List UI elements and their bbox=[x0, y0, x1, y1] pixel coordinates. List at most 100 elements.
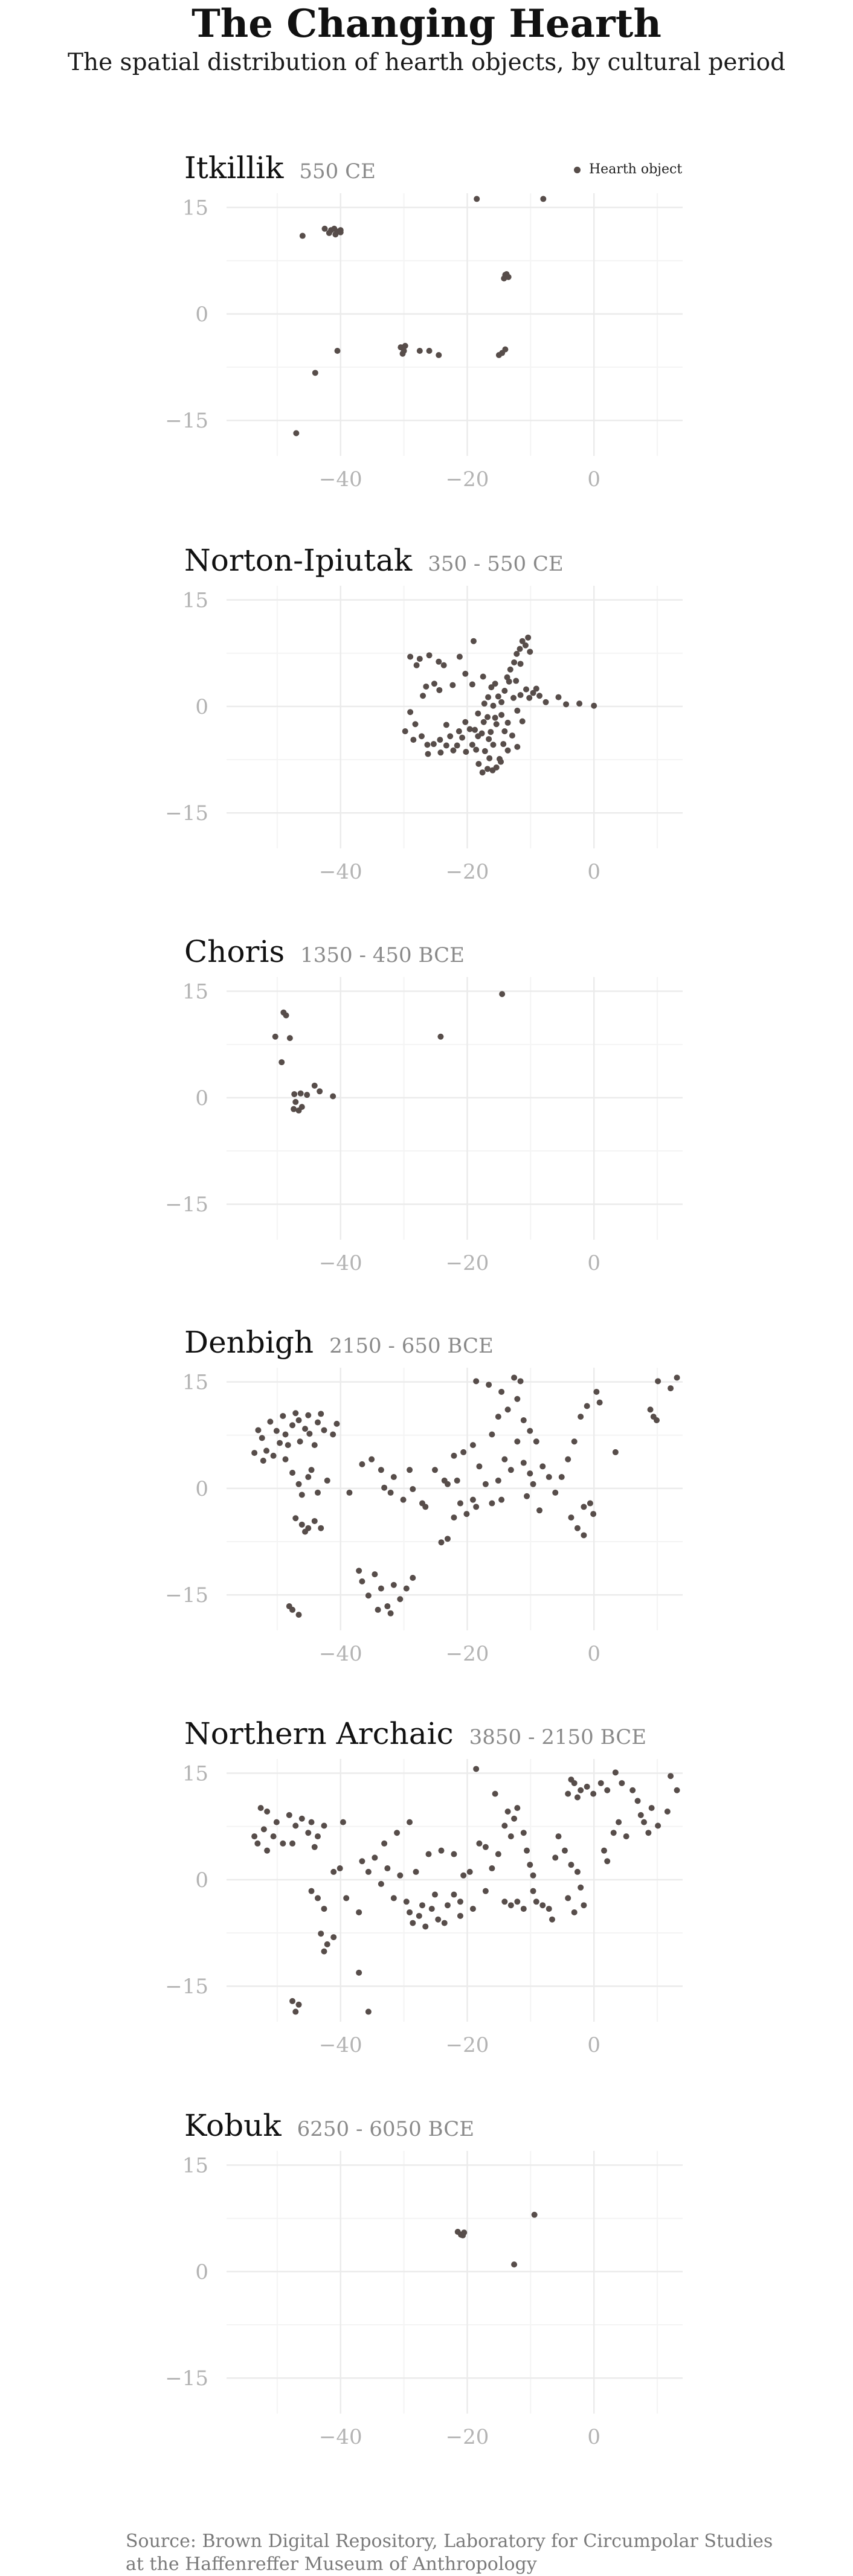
hearth-point bbox=[410, 737, 417, 743]
hearth-point bbox=[530, 1888, 536, 1894]
hearth-point bbox=[501, 1822, 508, 1829]
hearth-point bbox=[412, 721, 419, 728]
hearth-point bbox=[555, 694, 562, 700]
hearth-point bbox=[321, 225, 328, 232]
hearth-point bbox=[511, 1374, 518, 1381]
hearth-point bbox=[330, 1934, 337, 1941]
period-name: Itkillik bbox=[184, 150, 284, 185]
hearth-point bbox=[431, 1891, 438, 1898]
x-tick-label: 0 bbox=[587, 2033, 600, 2057]
period-dates: 6250 - 6050 BCE bbox=[297, 2117, 475, 2141]
y-tick-label: 0 bbox=[195, 303, 208, 327]
hearth-point bbox=[326, 229, 332, 236]
hearth-point bbox=[282, 1456, 289, 1463]
hearth-point bbox=[454, 742, 460, 749]
hearth-point bbox=[469, 1442, 476, 1449]
hearth-point bbox=[498, 1496, 505, 1503]
legend-label: Hearth object bbox=[589, 162, 683, 177]
hearth-point bbox=[486, 1382, 492, 1388]
x-tick-label: 0 bbox=[587, 860, 600, 884]
hearth-point bbox=[511, 2261, 518, 2268]
hearth-point bbox=[581, 1902, 587, 1909]
period-dates: 1350 - 450 BCE bbox=[300, 943, 465, 967]
hearth-point bbox=[444, 1536, 451, 1542]
hearth-point bbox=[440, 662, 447, 668]
hearth-point bbox=[514, 1395, 521, 1402]
hearth-point bbox=[291, 1106, 297, 1112]
hearth-point bbox=[425, 751, 431, 757]
hearth-point bbox=[574, 1794, 581, 1801]
hearth-point bbox=[384, 1865, 391, 1872]
hearth-point bbox=[410, 1920, 416, 1926]
hearth-point bbox=[489, 1865, 495, 1872]
hearth-point bbox=[267, 1418, 274, 1425]
hearth-point bbox=[466, 1868, 473, 1875]
hearth-point bbox=[302, 1528, 309, 1535]
hearth-point bbox=[490, 742, 497, 748]
hearth-point bbox=[470, 638, 477, 644]
hearth-point bbox=[517, 692, 524, 699]
hearth-point bbox=[378, 1585, 384, 1592]
hearth-point bbox=[514, 1438, 521, 1445]
hearth-point bbox=[425, 1851, 432, 1857]
hearth-point bbox=[469, 1496, 476, 1503]
hearth-point bbox=[297, 1090, 304, 1097]
x-tick-label: −40 bbox=[319, 2425, 362, 2449]
hearth-point bbox=[435, 1916, 442, 1923]
hearth-point bbox=[418, 733, 425, 740]
hearth-point bbox=[451, 1891, 457, 1898]
hearth-point bbox=[590, 1511, 597, 1517]
hearth-point bbox=[330, 1868, 337, 1875]
hearth-point bbox=[305, 1412, 312, 1418]
hearth-point bbox=[449, 682, 456, 688]
scatter-plot: −40 −20 0 −15 0 15 bbox=[165, 1759, 683, 2057]
panel-title: Kobuk 6250 - 6050 BCE bbox=[184, 2109, 474, 2150]
hearth-point bbox=[501, 1898, 508, 1905]
hearth-point bbox=[306, 1431, 313, 1437]
hearth-point bbox=[520, 1459, 527, 1466]
source-line-1: Source: Brown Digital Repository, Labora… bbox=[126, 2531, 773, 2552]
hearth-point bbox=[263, 1447, 270, 1454]
hearth-point bbox=[455, 728, 462, 735]
hearth-point bbox=[581, 1532, 587, 1539]
hearth-point bbox=[460, 1449, 467, 1455]
hearth-point bbox=[492, 714, 498, 721]
hearth-point bbox=[346, 1489, 353, 1496]
x-tick-label: −20 bbox=[446, 2033, 489, 2057]
hearth-point bbox=[474, 196, 480, 202]
hearth-point bbox=[270, 1833, 277, 1840]
hearth-point bbox=[437, 1033, 444, 1040]
hearth-point bbox=[330, 1093, 336, 1100]
hearth-point bbox=[530, 1872, 536, 1879]
hearth-point bbox=[426, 652, 433, 659]
hearth-point bbox=[289, 1998, 296, 2004]
hearth-point bbox=[520, 1417, 527, 1423]
hearth-point bbox=[539, 1902, 546, 1909]
panel-choris: −40 −20 0 −15 0 15 Choris 1350 - 450 BCE bbox=[0, 935, 853, 1297]
hearth-point bbox=[298, 1521, 305, 1528]
hearth-point bbox=[517, 1378, 524, 1385]
hearth-point bbox=[482, 1888, 489, 1894]
x-tick-label: −20 bbox=[446, 1251, 489, 1275]
hearth-point bbox=[372, 1854, 378, 1861]
hearth-point bbox=[264, 1809, 271, 1815]
hearth-point bbox=[410, 1575, 416, 1581]
hearth-point bbox=[668, 1385, 674, 1392]
hearth-point bbox=[457, 1500, 463, 1507]
hearth-point bbox=[499, 991, 506, 998]
legend-marker-icon bbox=[574, 166, 581, 173]
hearth-point bbox=[519, 638, 526, 644]
hearth-point bbox=[278, 1059, 285, 1066]
hearth-point bbox=[318, 1930, 324, 1937]
panel-title: Choris 1350 - 450 BCE bbox=[184, 935, 465, 976]
hearth-point bbox=[530, 1481, 536, 1487]
hearth-point bbox=[519, 718, 526, 725]
hearth-point bbox=[514, 743, 521, 750]
hearth-point bbox=[578, 1787, 584, 1793]
hearth-point bbox=[629, 1787, 636, 1793]
hearth-point bbox=[466, 726, 473, 732]
hearth-point bbox=[430, 741, 437, 748]
hearth-point bbox=[257, 1805, 264, 1812]
hearth-point bbox=[424, 742, 431, 748]
hearth-point bbox=[416, 348, 423, 354]
